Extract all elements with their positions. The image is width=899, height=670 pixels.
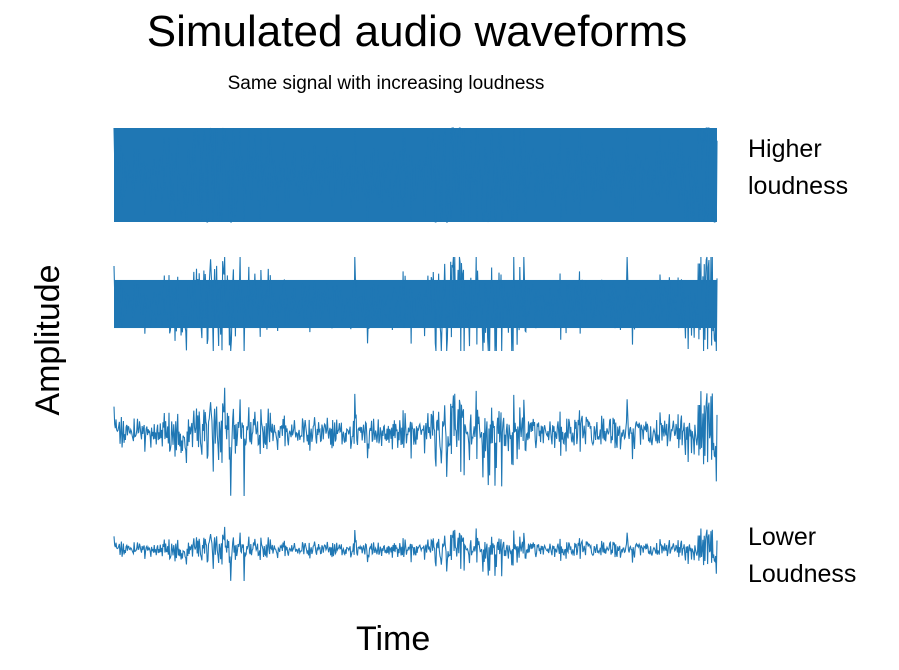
x-axis-label: Time	[356, 620, 431, 658]
waveform-series-3	[113, 387, 718, 497]
annotation-higher-line-1: Higher	[748, 135, 822, 163]
annotation-lower-line-1: Lower	[748, 523, 817, 551]
annotation-lower-loudness: Lower Loudness	[748, 519, 856, 593]
waveform-series-1	[113, 127, 718, 223]
waveform-series-4	[113, 526, 718, 582]
annotation-higher-loudness: Higher loudness	[748, 131, 848, 205]
waveform-line-4	[113, 526, 718, 582]
waveform-line-3	[113, 387, 718, 497]
chart-subtitle: Same signal with increasing loudness	[227, 73, 545, 94]
waveform-line-2	[113, 256, 718, 352]
waveform-line-1	[113, 127, 718, 223]
waveform-series-2	[113, 256, 718, 352]
chart-title: Simulated audio waveforms	[146, 7, 688, 56]
annotation-lower-line-2: Loudness	[748, 560, 857, 588]
annotation-higher-line-2: loudness	[748, 172, 849, 200]
